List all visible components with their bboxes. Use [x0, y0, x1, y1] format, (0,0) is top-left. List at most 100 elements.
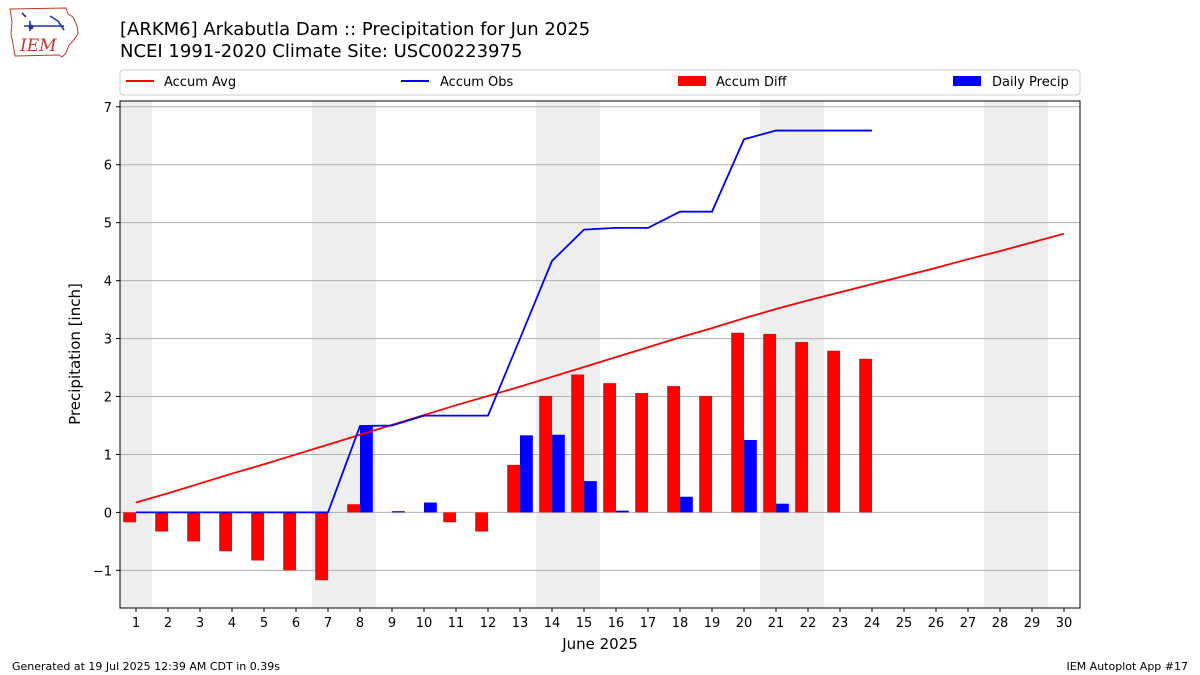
x-tick-label: 15	[576, 616, 593, 631]
x-tick-label: 25	[896, 616, 913, 631]
legend-label-accum-obs: Accum Obs	[440, 75, 513, 90]
y-tick-label: 1	[104, 448, 112, 463]
accum-diff-bar	[507, 464, 520, 513]
weekend-shade-band	[984, 101, 1048, 608]
x-axis-label: June 2025	[561, 635, 638, 653]
x-tick-label: 1	[132, 616, 140, 631]
x-tick-label: 24	[864, 616, 881, 631]
daily-precip-bar	[776, 503, 789, 513]
x-tick-label: 19	[704, 616, 721, 631]
accum-diff-bar	[251, 512, 264, 561]
accum-diff-bar	[795, 342, 808, 513]
daily-precip-bar	[392, 511, 405, 513]
x-tick-label: 11	[448, 616, 465, 631]
daily-precip-bar	[520, 435, 533, 513]
y-tick-label: 2	[104, 391, 112, 406]
y-tick-label: 5	[104, 217, 112, 232]
legend-label-accum-diff: Accum Diff	[716, 75, 788, 90]
accum-diff-bar	[315, 512, 328, 581]
daily-precip-bar	[360, 426, 373, 513]
accum-diff-bars	[123, 332, 872, 581]
x-tick-label: 22	[800, 616, 817, 631]
x-tick-label: 12	[480, 616, 497, 631]
daily-precip-bar	[584, 481, 597, 513]
accum-diff-bar	[763, 333, 776, 513]
app-label: IEM Autoplot App #17	[1067, 660, 1189, 673]
x-tick-label: 8	[356, 616, 364, 631]
iem-logo: IEM	[9, 7, 79, 58]
accum-avg-line	[135, 232, 1065, 504]
daily-precip-bars	[360, 426, 789, 513]
x-tick-label: 23	[832, 616, 849, 631]
x-tick-label: 29	[1024, 616, 1041, 631]
daily-precip-bar	[680, 496, 693, 513]
daily-precip-bar	[616, 510, 629, 513]
x-axis: 1 2 3 4 5 6 7 8 9 10 11 12 13 14 15 16 17 18 19 20 21 22 23 24 2…	[132, 608, 1072, 631]
legend-swatch-daily-precip	[953, 76, 981, 86]
generated-timestamp: Generated at 19 Jul 2025 12:39 AM CDT in…	[12, 660, 280, 673]
y-tick-label: 7	[104, 101, 112, 116]
x-tick-label: 10	[416, 616, 433, 631]
legend-frame	[119, 69, 1081, 96]
accum-diff-bar	[699, 395, 712, 513]
x-tick-label: 27	[960, 616, 977, 631]
legend: Accum Avg Accum Obs Accum Diff Daily Pre…	[119, 69, 1081, 96]
weekend-shade-band	[120, 101, 152, 608]
accum-diff-bar	[603, 383, 616, 513]
accum-diff-bar	[635, 393, 648, 513]
x-tick-label: 30	[1056, 616, 1073, 631]
chart-title: [ARKM6] Arkabutla Dam :: Precipitation f…	[120, 19, 590, 40]
accum-diff-bar	[539, 395, 552, 513]
accum-diff-bar	[571, 374, 584, 513]
x-tick-label: 7	[324, 616, 332, 631]
x-tick-label: 21	[768, 616, 785, 631]
logo-text: IEM	[19, 36, 57, 56]
accum-diff-bar	[123, 512, 136, 523]
accum-diff-bar	[283, 512, 296, 571]
legend-label-daily-precip: Daily Precip	[992, 75, 1069, 90]
x-tick-label: 6	[292, 616, 300, 631]
accum-diff-bar	[731, 332, 744, 513]
plot-frame	[119, 100, 1081, 609]
accum-diff-bar	[347, 504, 360, 513]
y-tick-label: 4	[104, 275, 112, 290]
accum-diff-bar	[859, 358, 872, 513]
x-tick-label: 5	[260, 616, 268, 631]
accum-diff-bar	[219, 512, 232, 552]
x-tick-label: 3	[196, 616, 204, 631]
x-tick-label: 17	[640, 616, 657, 631]
accum-diff-bar	[443, 512, 456, 523]
accum-diff-bar	[187, 512, 200, 542]
y-axis-label: Precipitation [inch]	[66, 283, 84, 425]
x-tick-label: 14	[544, 616, 561, 631]
accum-diff-bar	[475, 512, 488, 532]
x-tick-label: 13	[512, 616, 529, 631]
x-tick-label: 16	[608, 616, 625, 631]
daily-precip-bar	[552, 434, 565, 513]
y-tick-label: 3	[104, 333, 112, 348]
legend-swatch-accum-diff	[678, 76, 706, 86]
grid-lines	[120, 106, 1080, 571]
iowa-outline-icon	[9, 7, 79, 58]
x-tick-label: 4	[228, 616, 236, 631]
x-tick-label: 9	[388, 616, 396, 631]
y-tick-label: −1	[93, 564, 112, 579]
accum-obs-line	[136, 129, 872, 514]
x-tick-label: 2	[164, 616, 172, 631]
daily-precip-bar	[744, 439, 757, 513]
x-tick-label: 28	[992, 616, 1009, 631]
chart-subtitle: NCEI 1991-2020 Climate Site: USC00223975	[120, 41, 522, 62]
y-tick-label: 0	[104, 506, 112, 521]
x-tick-label: 20	[736, 616, 753, 631]
x-tick-label: 18	[672, 616, 689, 631]
accum-diff-bar	[667, 386, 680, 513]
accum-diff-bar	[827, 350, 840, 513]
daily-precip-bar	[424, 502, 437, 513]
accum-diff-bar	[155, 512, 168, 532]
logo-dot-icon	[28, 24, 34, 30]
weekend-shade-band	[536, 101, 600, 608]
x-tick-label: 26	[928, 616, 945, 631]
y-tick-label: 6	[104, 159, 112, 174]
